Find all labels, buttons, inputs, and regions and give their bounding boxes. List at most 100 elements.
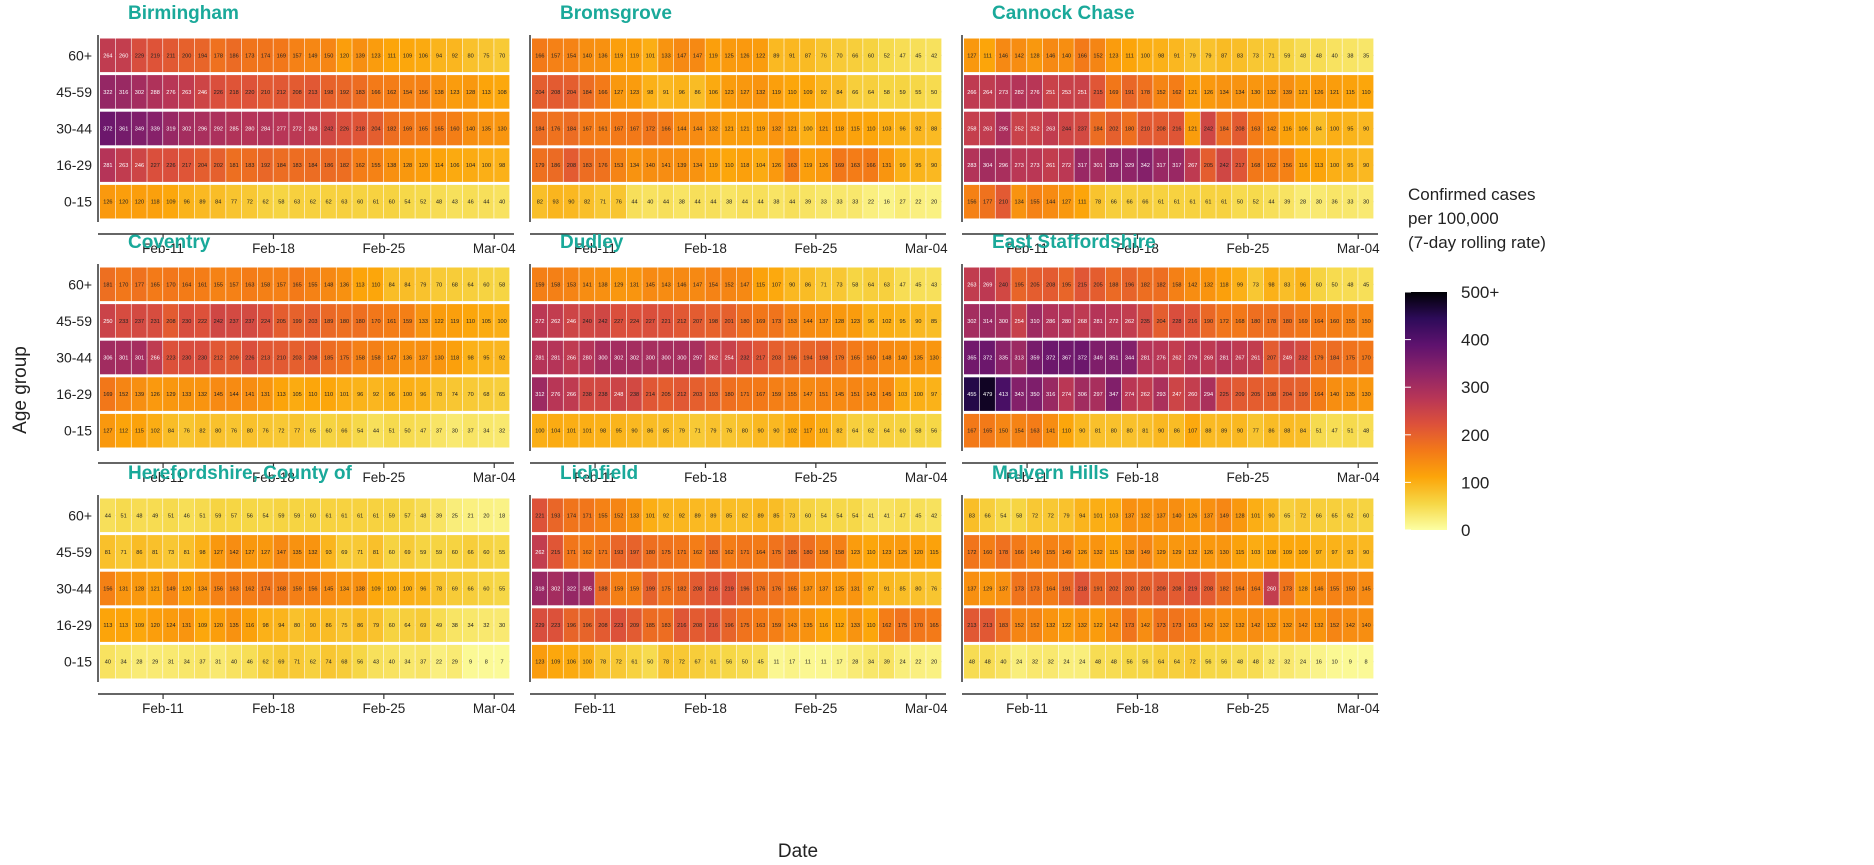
heatmap-cell <box>1074 608 1090 642</box>
cell-value-label: 135 <box>803 623 812 629</box>
heatmap-cell <box>863 571 879 606</box>
cell-value-label: 178 <box>214 53 223 59</box>
cell-value-label: 51 <box>199 513 205 519</box>
cell-value-label: 150 <box>999 429 1008 435</box>
cell-value-label: 159 <box>630 587 639 593</box>
cell-value-label: 135 <box>1346 392 1355 398</box>
heatmap-cell <box>1216 304 1232 338</box>
heatmap-cell <box>352 535 368 569</box>
heatmap-cell <box>1295 571 1311 606</box>
heatmap-cell <box>1058 75 1074 109</box>
cell-value-label: 118 <box>1220 282 1229 288</box>
cell-value-label: 205 <box>1251 392 1260 398</box>
heatmap-cell <box>1247 413 1264 448</box>
cell-value-label: 100 <box>482 163 491 169</box>
heatmap-cell <box>1042 111 1059 146</box>
cell-value-label: 31 <box>168 660 174 666</box>
cell-value-label: 72 <box>1032 513 1038 519</box>
cell-value-label: 48 <box>420 513 426 519</box>
cell-value-label: 138 <box>434 90 443 96</box>
cell-value-label: 106 <box>567 660 576 666</box>
heatmap-cell <box>1358 413 1374 448</box>
cell-value-label: 228 <box>1172 319 1181 325</box>
heatmap-cell <box>626 304 642 338</box>
heatmap-cell <box>1295 608 1311 642</box>
cell-value-label: 240 <box>583 319 592 325</box>
heatmap-cell <box>1042 377 1059 411</box>
cell-value-label: 175 <box>898 623 907 629</box>
cell-value-label: 145 <box>324 587 333 593</box>
cell-value-label: 29 <box>152 660 158 666</box>
heatmap-cell <box>352 148 368 182</box>
cell-value-label: 91 <box>789 53 795 59</box>
cell-value-label: 83 <box>1237 53 1243 59</box>
x-tick-label: Mar-04 <box>1337 241 1380 256</box>
cell-value-label: 55 <box>915 90 921 96</box>
cell-value-label: 150 <box>1361 319 1370 325</box>
heatmap-cell <box>147 38 163 73</box>
heatmap-cell <box>1342 644 1358 679</box>
heatmap-cell <box>115 377 131 411</box>
heatmap-cell <box>815 413 832 448</box>
heatmap-cell <box>964 340 980 375</box>
heatmap-cell <box>1247 608 1264 642</box>
heatmap-cell <box>1247 267 1264 302</box>
heatmap-cell <box>100 571 116 606</box>
cell-value-label: 251 <box>1078 90 1087 96</box>
y-tick-label: 16-29 <box>56 157 92 173</box>
cell-value-label: 217 <box>1235 163 1244 169</box>
cell-value-label: 17 <box>789 660 795 666</box>
cell-value-label: 267 <box>1188 163 1197 169</box>
heatmap-cell <box>352 38 368 73</box>
cell-value-label: 220 <box>245 90 254 96</box>
cell-value-label: 63 <box>294 200 300 206</box>
heatmap-cell <box>100 498 116 533</box>
cell-value-label: 78 <box>663 660 669 666</box>
heatmap-cell <box>1169 644 1185 679</box>
heatmap-cell <box>579 304 595 338</box>
heatmap-cell <box>257 535 273 569</box>
cell-value-label: 165 <box>983 429 992 435</box>
panel-title: Cannock Chase <box>992 3 1135 24</box>
cell-value-label: 160 <box>866 356 875 362</box>
heatmap-cell <box>115 38 131 73</box>
heatmap-cell <box>673 148 690 182</box>
heatmap-cell <box>1042 413 1059 448</box>
heatmap-cell <box>399 304 415 338</box>
panel-title: Dudley <box>560 232 624 253</box>
heatmap-cell <box>383 608 400 642</box>
cell-value-label: 98 <box>467 356 473 362</box>
cell-value-label: 266 <box>967 90 976 96</box>
heatmap-cell <box>532 75 548 109</box>
cell-value-label: 263 <box>308 127 317 133</box>
cell-value-label: 101 <box>646 53 655 59</box>
heatmap-cell <box>926 111 942 146</box>
cell-value-label: 184 <box>535 127 544 133</box>
cell-value-label: 205 <box>1030 282 1039 288</box>
cell-value-label: 203 <box>308 319 317 325</box>
cell-value-label: 121 <box>1298 90 1307 96</box>
x-tick-label: Feb-18 <box>1116 241 1159 256</box>
heatmap-cell <box>431 377 447 411</box>
cell-value-label: 120 <box>914 550 923 556</box>
heatmap-cell <box>595 184 611 219</box>
cell-value-label: 178 <box>999 550 1008 556</box>
heatmap-cell <box>815 148 832 182</box>
cell-value-label: 88 <box>931 127 937 133</box>
heatmap-cell <box>1184 608 1200 642</box>
cell-value-label: 60 <box>389 623 395 629</box>
cell-value-label: 198 <box>1267 392 1276 398</box>
x-axis-title: Date <box>778 841 818 862</box>
cell-value-label: 160 <box>1330 319 1339 325</box>
heatmap-cell <box>673 413 690 448</box>
cell-value-label: 136 <box>403 356 412 362</box>
heatmap-cell <box>226 644 242 679</box>
legend-title-line: Confirmed cases <box>1408 185 1536 204</box>
heatmap-cell <box>547 184 563 219</box>
cell-value-label: 302 <box>630 356 639 362</box>
cell-value-label: 135 <box>229 623 238 629</box>
heatmap-cell <box>336 304 352 338</box>
cell-value-label: 84 <box>404 282 410 288</box>
